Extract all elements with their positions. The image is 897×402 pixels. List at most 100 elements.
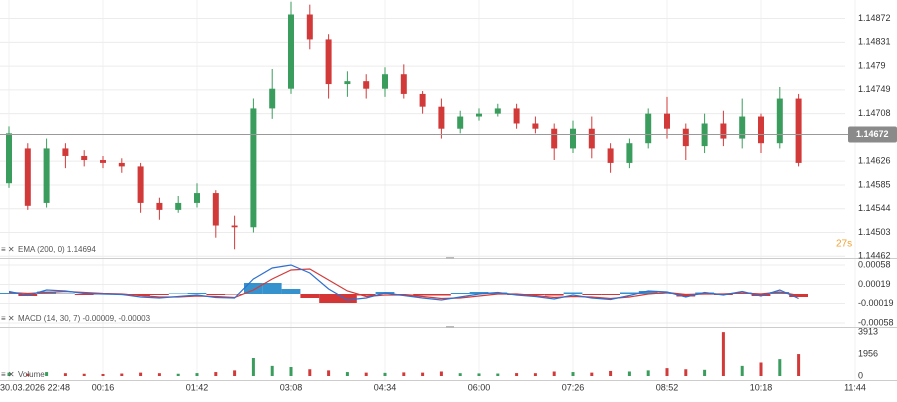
candle-body xyxy=(438,106,445,129)
candle-body xyxy=(100,160,106,163)
macd-histogram-bar xyxy=(413,294,432,296)
last-price-box xyxy=(848,126,897,143)
macd-histogram-bar xyxy=(601,294,620,295)
macd-histogram-bar xyxy=(150,294,169,295)
y-tick-label: 1.14544 xyxy=(858,203,891,213)
macd-histogram-bar xyxy=(225,294,244,295)
candle-body xyxy=(607,148,614,163)
macd-histogram-bar xyxy=(526,294,545,295)
candle-body xyxy=(419,93,426,107)
macd-histogram-bar xyxy=(469,292,489,294)
y-tick-label: 0.00058 xyxy=(858,259,891,269)
macd-histogram-bar xyxy=(281,289,301,294)
candle-body xyxy=(81,155,88,161)
y-tick-label: 3913 xyxy=(858,326,878,336)
volume-bar xyxy=(214,372,218,376)
macd-histogram-bar xyxy=(356,294,376,296)
candle-body xyxy=(551,128,558,149)
volume-bar xyxy=(571,372,575,376)
volume-bar xyxy=(176,373,180,376)
macd-label: MACD (14, 30, 7) -0.00009, -0.00003 xyxy=(18,314,151,323)
x-tick-label: 01:42 xyxy=(186,382,209,392)
macd-histogram-bar xyxy=(300,294,320,298)
candle-body xyxy=(231,225,238,228)
candle-body xyxy=(250,108,257,228)
x-tick-label: 30.03.2026 22:48 xyxy=(0,382,70,392)
candle-body xyxy=(720,123,727,139)
candle-body xyxy=(363,81,370,89)
volume-bar xyxy=(289,367,293,376)
macd-histogram-bar xyxy=(770,292,790,294)
macd-histogram-bar xyxy=(56,293,75,294)
candle-body xyxy=(476,113,482,117)
indicator-icons[interactable]: ≡ ✕ xyxy=(1,314,15,323)
volume-bar xyxy=(665,368,669,376)
macd-histogram-bar xyxy=(319,294,338,303)
resize-handle[interactable] xyxy=(446,326,454,328)
macd-histogram-bar xyxy=(638,291,658,294)
macd-histogram-bar xyxy=(751,294,771,296)
volume-bar xyxy=(477,373,481,376)
candle-body xyxy=(6,133,12,184)
candle-body xyxy=(306,14,313,40)
macd-histogram-bar xyxy=(544,294,564,296)
indicator-icons[interactable]: ≡ ✕ xyxy=(1,245,15,254)
volume-bar xyxy=(609,370,613,376)
candle-body xyxy=(62,148,69,156)
macd-histogram-bar xyxy=(206,294,226,295)
macd-line xyxy=(8,264,799,301)
candle-body xyxy=(400,74,407,94)
x-tick-label: 08:52 xyxy=(656,382,679,392)
x-tick-label: 00:16 xyxy=(92,382,115,392)
candle-body xyxy=(532,123,539,129)
volume-bar xyxy=(496,373,500,376)
candle-body xyxy=(194,193,200,203)
volume-bar xyxy=(195,373,199,376)
countdown: 27s xyxy=(836,239,852,250)
resize-handle[interactable] xyxy=(446,257,454,259)
y-tick-label: 1.14749 xyxy=(858,84,891,94)
y-tick-label: 1956 xyxy=(858,348,878,358)
macd-histogram-bar xyxy=(563,292,583,294)
macd-histogram-bar xyxy=(394,294,414,295)
volume-bar xyxy=(684,369,688,376)
volume-bar xyxy=(421,372,425,376)
candle-body xyxy=(288,14,294,89)
candle-body xyxy=(43,148,50,203)
y-tick-label: 1.14831 xyxy=(858,37,891,47)
volume-bar xyxy=(533,373,537,376)
y-tick-label: -0.00019 xyxy=(858,298,894,308)
volume-bar xyxy=(251,358,255,376)
candle-body xyxy=(325,39,332,85)
volume-bar xyxy=(703,369,707,376)
candle-body xyxy=(137,166,144,203)
volume-bar xyxy=(646,370,650,376)
candle-body xyxy=(570,128,576,149)
x-tick-label: 11:44 xyxy=(844,382,866,392)
candle-body xyxy=(457,116,464,129)
x-tick-label: 07:26 xyxy=(562,382,585,392)
macd-histogram-bar xyxy=(74,294,94,295)
macd-histogram-bar xyxy=(432,294,451,296)
volume-bar xyxy=(45,372,49,376)
volume-bar xyxy=(26,373,30,376)
macd-histogram-bar xyxy=(620,292,639,294)
volume-bar xyxy=(308,369,312,376)
macd-histogram-bar xyxy=(187,293,207,294)
y-tick-label: 1.14872 xyxy=(858,13,891,23)
candle-body xyxy=(118,162,125,167)
volume-bar xyxy=(458,373,462,376)
macd-histogram-bar xyxy=(131,294,150,296)
candle-body xyxy=(795,98,802,163)
volume-label: Volume xyxy=(18,370,45,379)
volume-bar xyxy=(120,373,124,376)
volume-bar xyxy=(345,372,349,376)
x-tick-label: 04:34 xyxy=(374,382,397,392)
indicator-icons[interactable]: ≡ ✕ xyxy=(1,370,15,379)
candle-body xyxy=(588,128,595,149)
volume-bar xyxy=(721,332,725,376)
x-tick-label: 10:18 xyxy=(750,382,773,392)
volume-bar xyxy=(590,372,594,376)
